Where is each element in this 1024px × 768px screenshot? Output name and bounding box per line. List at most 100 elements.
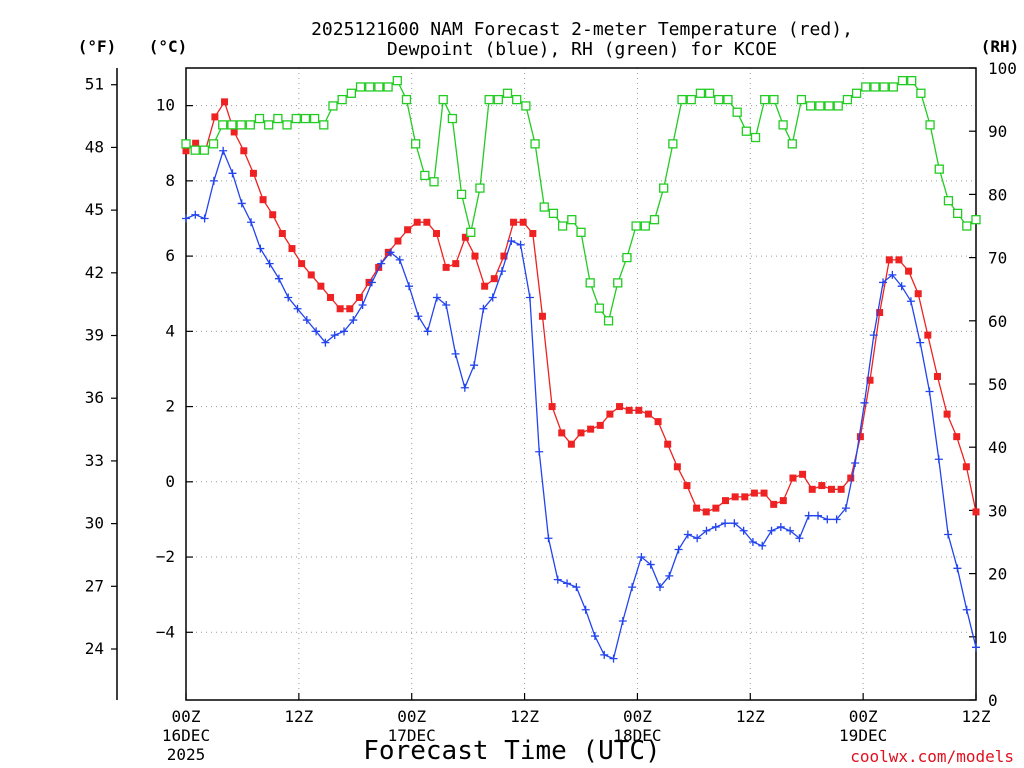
rh-point <box>842 94 853 105</box>
temperature-point <box>808 485 816 493</box>
temperature-point <box>288 245 296 253</box>
dewpoint-point <box>600 650 609 659</box>
rh-point <box>346 88 356 98</box>
temperature-point <box>644 410 652 418</box>
rh-point <box>796 94 807 105</box>
time-tick-label: 00Z <box>849 707 878 726</box>
dewpoint-point <box>748 538 757 546</box>
temperature-point <box>567 440 575 448</box>
rh-point <box>475 183 485 193</box>
rh-point <box>383 82 393 92</box>
dewpoint-point <box>535 447 544 456</box>
rh-point <box>769 94 779 105</box>
rh-point <box>943 196 954 206</box>
rh-tick-label: 80 <box>988 185 1007 204</box>
rh-point <box>190 145 200 155</box>
rh-point <box>493 94 503 105</box>
dewpoint-point <box>367 278 376 287</box>
dewpoint-point <box>972 643 980 652</box>
dewpoint-point <box>962 605 971 614</box>
rh-point <box>264 120 274 130</box>
rh-point <box>778 120 788 130</box>
rh-point <box>631 221 641 231</box>
rh-point <box>649 215 660 225</box>
temperature-point <box>664 440 672 448</box>
temperature-point <box>616 403 624 411</box>
dewpoint-point <box>358 301 367 309</box>
time-tick-label: 12Z <box>510 707 539 726</box>
rh-point <box>328 101 338 111</box>
dewpoint-point <box>879 278 888 287</box>
temperature-point <box>683 482 691 490</box>
dewpoint-point <box>395 255 404 264</box>
dewpoint-point <box>442 301 451 309</box>
dewpoint-point <box>906 297 915 306</box>
temperature-point <box>394 237 402 245</box>
dewpoint-point <box>451 349 460 358</box>
temperature-point <box>731 493 739 501</box>
fahrenheit-tick-label: 33 <box>85 451 104 470</box>
watermark-text: coolwx.com/models <box>850 747 1014 766</box>
temperature-point <box>442 263 450 271</box>
chart-title-line1: 2025121600 NAM Forecast 2-meter Temperat… <box>311 19 853 40</box>
temperature-point <box>914 290 922 298</box>
temperature-point <box>702 508 710 516</box>
rh-point <box>760 94 770 105</box>
rh-tick-label: 40 <box>988 438 1007 457</box>
temperature-point <box>625 406 633 414</box>
temperature-point <box>789 474 797 482</box>
rh-point <box>291 113 301 124</box>
dewpoint-point <box>888 270 897 279</box>
temperature-point <box>760 489 768 497</box>
dewpoint-point <box>525 293 534 302</box>
rh-point <box>815 101 825 111</box>
temperature-point <box>510 218 518 226</box>
temperature-point <box>924 331 932 339</box>
rh-unit-label: (RH) <box>981 37 1020 56</box>
rh-point <box>833 101 843 111</box>
rh-point <box>668 139 678 149</box>
series-temperature <box>182 98 980 516</box>
dewpoint-point <box>674 545 683 554</box>
rh-point <box>861 82 871 92</box>
dewpoint-point <box>423 327 432 336</box>
temperature-point <box>346 305 354 313</box>
temperature-point <box>866 376 874 384</box>
dewpoint-point <box>284 293 293 302</box>
dewpoint-point <box>665 571 674 580</box>
grid-lines <box>186 68 976 700</box>
fahrenheit-tick-label: 39 <box>85 326 104 345</box>
rh-point <box>429 177 439 187</box>
time-tick-label: 00Z <box>172 707 201 726</box>
dewpoint-point <box>693 534 702 543</box>
fahrenheit-tick-label: 48 <box>85 137 104 156</box>
rh-point <box>567 215 577 225</box>
temperature-point <box>722 497 730 505</box>
time-tick-label: 12Z <box>962 707 991 726</box>
rh-point <box>659 183 669 193</box>
fahrenheit-tick-label: 51 <box>85 75 104 94</box>
dewpoint-point <box>841 504 850 513</box>
dewpoint-point <box>498 267 506 276</box>
rh-point <box>704 88 715 98</box>
dewpoint-point <box>683 530 692 539</box>
rh-point <box>401 94 412 105</box>
rh-point <box>934 164 944 174</box>
dewpoint-point <box>656 583 664 592</box>
temperature-point <box>885 256 893 264</box>
temperature-point <box>538 312 546 320</box>
temperature-point <box>943 410 951 418</box>
temperature-point <box>635 406 643 414</box>
celsius-tick-label: 8 <box>165 171 175 190</box>
dewpoint-point <box>832 515 841 524</box>
rh-tick-label: 20 <box>988 565 1007 584</box>
fahrenheit-tick-label: 36 <box>85 388 104 407</box>
temperature-point <box>933 372 941 380</box>
fahrenheit-tick-label: 30 <box>85 514 104 533</box>
dewpoint-point <box>823 515 832 524</box>
temperature-point <box>432 230 440 238</box>
dewpoint-point <box>897 282 906 291</box>
rh-point <box>374 82 384 92</box>
